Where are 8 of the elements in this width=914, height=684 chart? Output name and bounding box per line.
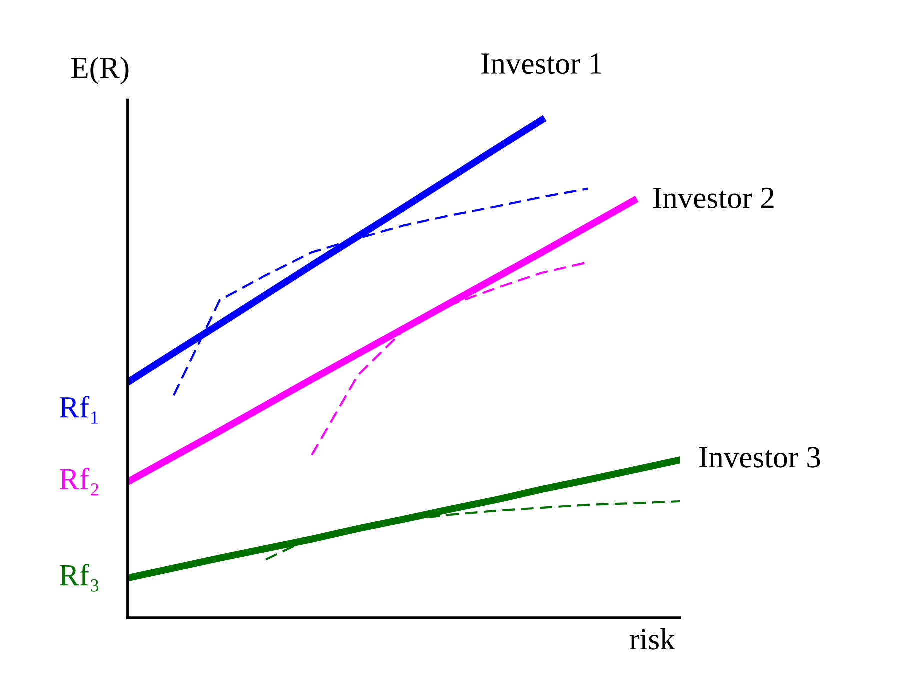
series-label: Investor 3 (700, 447, 820, 468)
text: Rf₂ (60, 468, 99, 496)
x-axis-title: risk (630, 628, 676, 650)
series-label: Investor 2 (654, 188, 774, 208)
text: Rf₁ (60, 396, 98, 424)
series-label: Investor 1 (482, 54, 602, 74)
y-axis-title: E(R) (72, 56, 129, 85)
text: Rf₃ (60, 564, 99, 592)
